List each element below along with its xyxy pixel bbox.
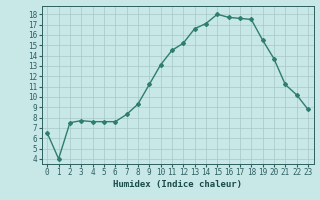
X-axis label: Humidex (Indice chaleur): Humidex (Indice chaleur) xyxy=(113,180,242,189)
